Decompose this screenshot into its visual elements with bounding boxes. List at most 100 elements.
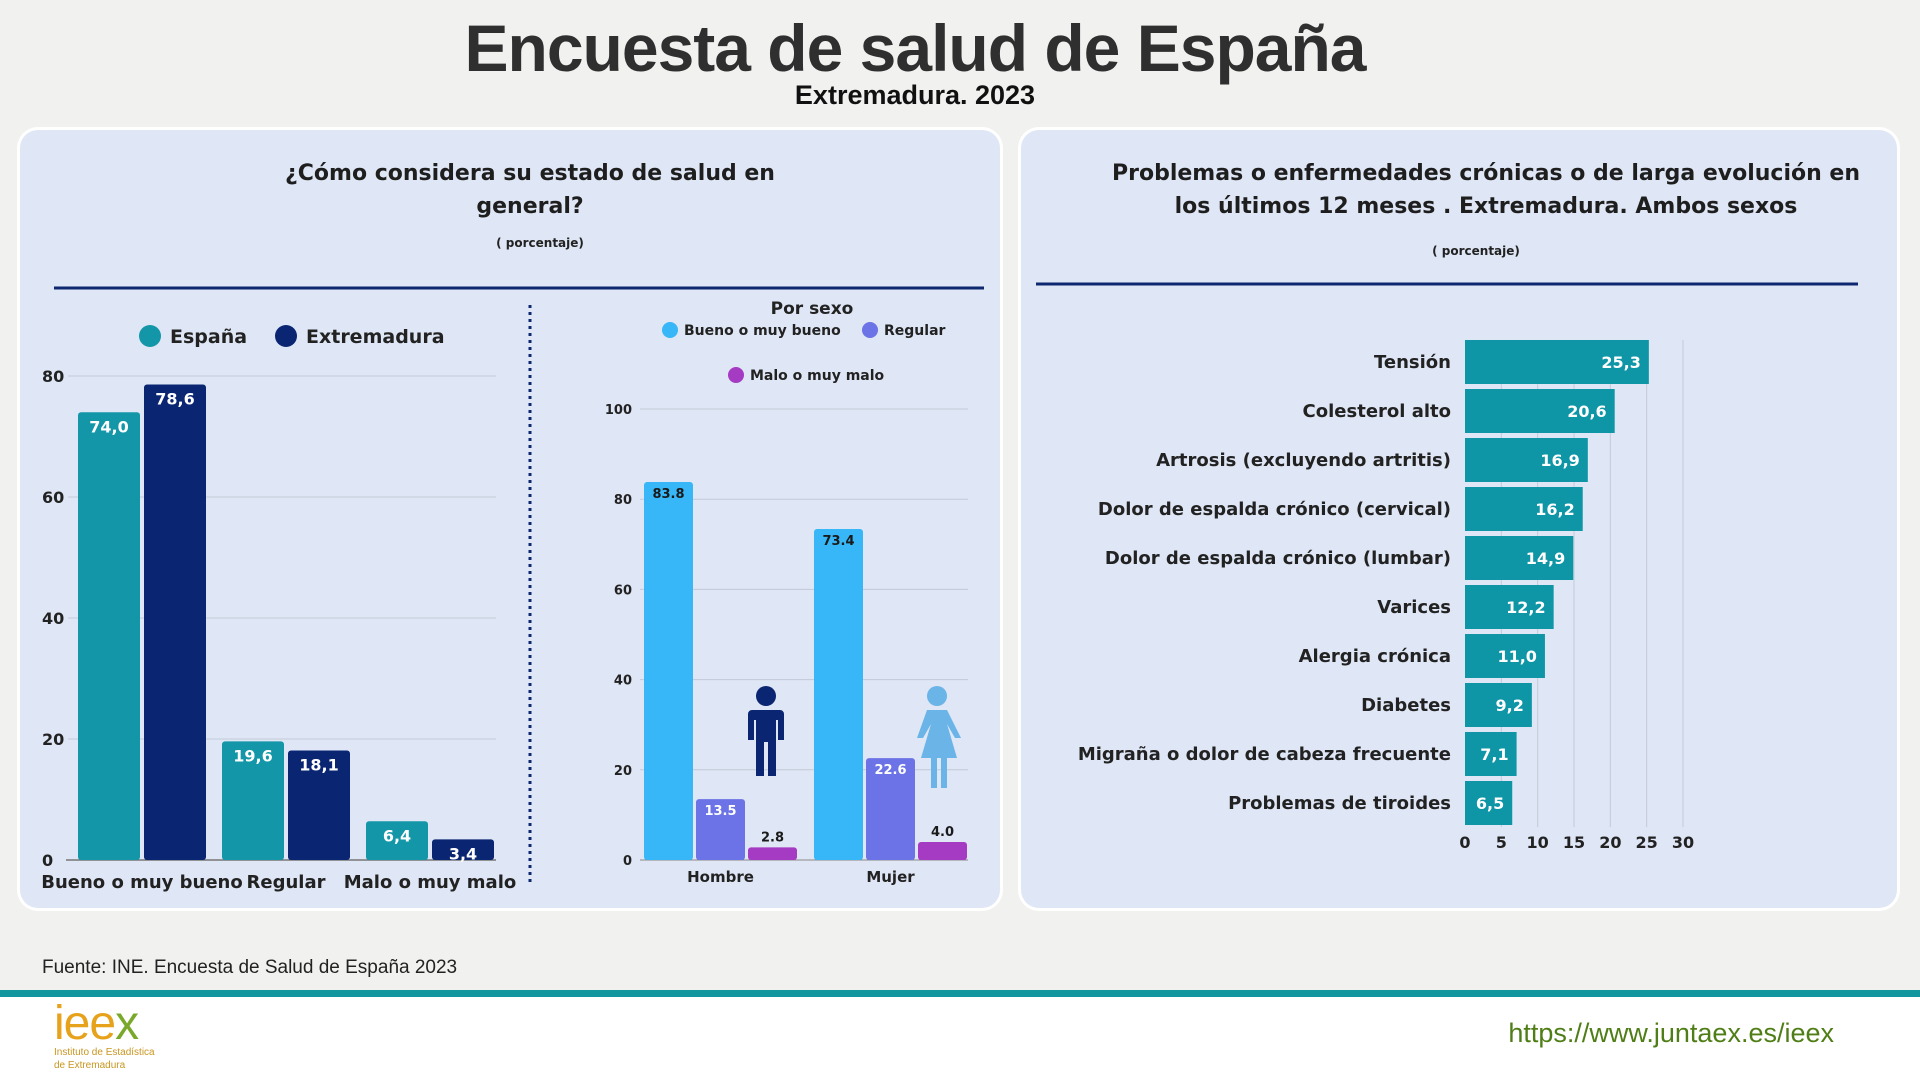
bar-bueno [814, 528, 863, 860]
ieex-logo: ieex Instituto de Estadística de Extrema… [54, 1000, 194, 1078]
chronic-category-label: Dolor de espalda crónico (lumbar) [1105, 548, 1451, 569]
chronic-bar-value-label: 7,1 [1480, 745, 1508, 764]
bar-value-label-regular: 13.5 [704, 804, 736, 819]
bar-regular [866, 758, 915, 860]
chronic-bar [1465, 340, 1649, 384]
chronic-category-label: Alergia crónica [1299, 646, 1451, 667]
bar-value-label-malo: 4.0 [931, 825, 954, 840]
health-status-charts: ¿Cómo considera su estado de salud en gen… [41, 161, 984, 893]
chart2-y-tick-label: 80 [614, 493, 632, 508]
chart1-y-tick-label: 20 [42, 730, 64, 749]
chronic-category-label: Colesterol alto [1303, 401, 1451, 422]
left-chart-panel: ¿Cómo considera su estado de salud en gen… [20, 130, 1000, 908]
chronic-bar [1465, 536, 1574, 580]
chronic-bar-value-label: 25,3 [1601, 353, 1640, 372]
bar-espana [366, 821, 428, 860]
chart1-category-label: Regular [247, 872, 326, 893]
chart3-x-tick-label: 15 [1563, 833, 1585, 852]
bar-extremadura [144, 384, 206, 860]
chart3-x-tick-label: 5 [1496, 833, 1507, 852]
chart1-y-tick-label: 80 [42, 367, 64, 386]
logo-subtitle-1: Instituto de Estadística [54, 1047, 155, 1058]
footer-band [0, 997, 1920, 1080]
bar-value-label-espana: 6,4 [383, 826, 411, 845]
chronic-bar-value-label: 14,9 [1526, 549, 1565, 568]
legend-marker-regular [862, 322, 878, 338]
chart3-title-line: los últimos 12 meses . Extremadura. Ambo… [1175, 194, 1798, 219]
chronic-bar [1465, 438, 1588, 482]
legend-marker-extremadura [275, 325, 297, 347]
logo-letters-main: iee [54, 997, 116, 1050]
chart3-x-tick-label: 25 [1636, 833, 1658, 852]
legend-label-espana: España [170, 326, 247, 348]
right-chart-panel: Problemas o enfermedades crónicas o de l… [1021, 130, 1897, 908]
page-subtitle: Extremadura. 2023 [794, 80, 1036, 110]
chart1-category-label: Bueno o muy bueno [41, 872, 242, 893]
chart2-y-tick-label: 0 [623, 854, 632, 869]
chronic-bar [1465, 487, 1583, 531]
legend-label-regular: Regular [884, 323, 946, 339]
chart3-unit-note: ( porcentaje) [1432, 244, 1520, 258]
chronic-bar [1465, 732, 1517, 776]
male-icon-head [756, 686, 776, 706]
logo-letters: ieex [54, 997, 139, 1050]
chart2-category-label: Hombre [687, 868, 754, 886]
chronic-bar [1465, 585, 1554, 629]
bar-value-label-espana: 74,0 [89, 417, 128, 436]
female-icon-body [917, 710, 961, 788]
chronic-bar [1465, 634, 1545, 678]
chronic-bar [1465, 683, 1532, 727]
bar-espana [78, 412, 140, 860]
chart1-title-line: general? [476, 194, 583, 219]
bar-value-label-regular: 22.6 [874, 763, 906, 778]
bar-value-label-bueno: 83.8 [652, 487, 684, 502]
chronic-category-label: Problemas de tiroides [1228, 793, 1451, 814]
bar-value-label-extremadura: 18,1 [299, 755, 338, 774]
male-icon [748, 686, 784, 776]
bar-bueno [644, 482, 693, 860]
logo-subtitle-2: de Extremadura [54, 1060, 126, 1071]
chronic-bar-value-label: 9,2 [1496, 696, 1524, 715]
chronic-category-label: Dolor de espalda crónico (cervical) [1098, 499, 1451, 520]
bar-value-label-bueno: 73.4 [822, 534, 854, 549]
bar-malo [748, 847, 797, 860]
bar-espana [222, 741, 284, 860]
chart3-x-tick-label: 0 [1459, 833, 1470, 852]
legend-label-extremadura: Extremadura [306, 326, 445, 348]
chronic-category-label: Artrosis (excluyendo artritis) [1156, 450, 1451, 471]
logo-wordmark: ieex [54, 1000, 194, 1048]
chronic-category-label: Varices [1377, 597, 1451, 618]
chart3-x-tick-label: 30 [1672, 833, 1694, 852]
chart1-y-tick-label: 40 [42, 609, 64, 628]
male-icon-body [748, 710, 784, 776]
legend-label-bueno: Bueno o muy bueno [684, 323, 841, 339]
chronic-bar-value-label: 6,5 [1476, 794, 1504, 813]
chart3-x-tick-label: 20 [1599, 833, 1621, 852]
website-link[interactable]: https://www.juntaex.es/ieex [1508, 1018, 1834, 1048]
bar-value-label-extremadura: 78,6 [155, 389, 194, 408]
chart2-category-label: Mujer [866, 868, 915, 886]
chronic-bar [1465, 389, 1615, 433]
chart2-y-tick-label: 40 [614, 674, 632, 689]
chronic-bar-value-label: 11,0 [1497, 647, 1536, 666]
legend-marker-bueno [662, 322, 678, 338]
chronic-category-label: Diabetes [1361, 695, 1451, 716]
chronic-bar-value-label: 20,6 [1567, 402, 1606, 421]
chart2-y-tick-label: 20 [614, 764, 632, 779]
bar-malo [918, 841, 967, 860]
chart1-title-line: ¿Cómo considera su estado de salud en [285, 161, 775, 186]
chronic-bar-value-label: 16,9 [1540, 451, 1579, 470]
chart1-y-tick-label: 60 [42, 488, 64, 507]
bar-value-label-malo: 2.8 [761, 830, 784, 845]
chart3-title-line: Problemas o enfermedades crónicas o de l… [1112, 161, 1860, 186]
legend-marker-espana [139, 325, 161, 347]
logo-letters-x: x [115, 997, 139, 1050]
chart1-y-tick-label: 0 [42, 851, 53, 870]
bar-value-label-espana: 19,6 [233, 746, 272, 765]
chronic-category-label: Tensión [1374, 352, 1451, 373]
source-note: Fuente: INE. Encuesta de Salud de España… [42, 957, 458, 978]
chronic-bar-value-label: 16,2 [1535, 500, 1574, 519]
legend-marker-malo [728, 367, 744, 383]
chart3-x-tick-label: 10 [1527, 833, 1549, 852]
bar-extremadura [288, 750, 350, 860]
